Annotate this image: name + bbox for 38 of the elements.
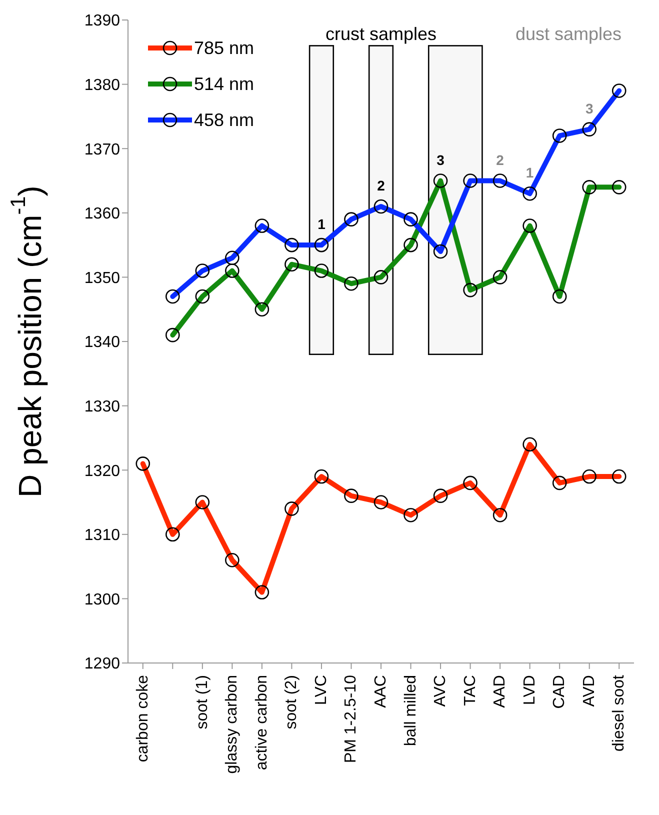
annotation: 3	[585, 100, 594, 116]
annotation: 2	[377, 177, 386, 194]
x-tick-label: TAC	[462, 675, 479, 706]
x-tick-label: AAC	[372, 675, 390, 708]
y-tick-label: 1300	[84, 591, 120, 608]
x-tick-label: active carbon	[253, 675, 270, 770]
x-tick-label: AVD	[580, 675, 598, 707]
x-tick-label: glassy carbon	[224, 675, 241, 774]
annotation: 1	[318, 216, 326, 232]
y-tick-label: 1380	[84, 76, 120, 94]
x-tick-label: AVC	[432, 675, 450, 707]
annotation: 3	[436, 152, 445, 168]
legend-label: 514 nm	[194, 74, 254, 94]
legend-label: 458 nm	[194, 110, 254, 130]
y-tick-label: 1310	[84, 527, 120, 544]
x-tick-label: soot (1)	[194, 675, 211, 730]
y-tick-label: 1370	[84, 141, 120, 158]
y-tick-label: 1330	[84, 398, 120, 416]
x-tick-label: ball milled	[402, 675, 420, 746]
y-tick-label: 1360	[84, 206, 120, 223]
y-tick-label: 1340	[84, 334, 120, 352]
x-tick-label: carbon coke	[134, 674, 152, 762]
x-tick-label: PM 1-2.5-10	[342, 674, 360, 764]
x-tick-label: AAD	[492, 675, 509, 708]
x-tick-label: LVD	[521, 675, 538, 705]
annotation: 1	[526, 164, 534, 181]
annotation: 2	[496, 152, 504, 168]
x-tick-label: CAD	[551, 675, 568, 709]
y-tick-label: 1350	[84, 270, 120, 287]
y-tick-label: 1290	[84, 656, 120, 673]
legend-label: 785 nm	[194, 38, 254, 58]
y-tick-label: 1320	[84, 462, 120, 480]
y-tick-label: 1390	[84, 12, 120, 30]
x-tick-label: soot (2)	[283, 675, 300, 730]
annotation: dust samples	[515, 24, 622, 44]
x-tick-label: LVC	[312, 675, 330, 705]
x-tick-label: diesel soot	[610, 674, 628, 752]
annotation: crust samples	[325, 24, 437, 44]
